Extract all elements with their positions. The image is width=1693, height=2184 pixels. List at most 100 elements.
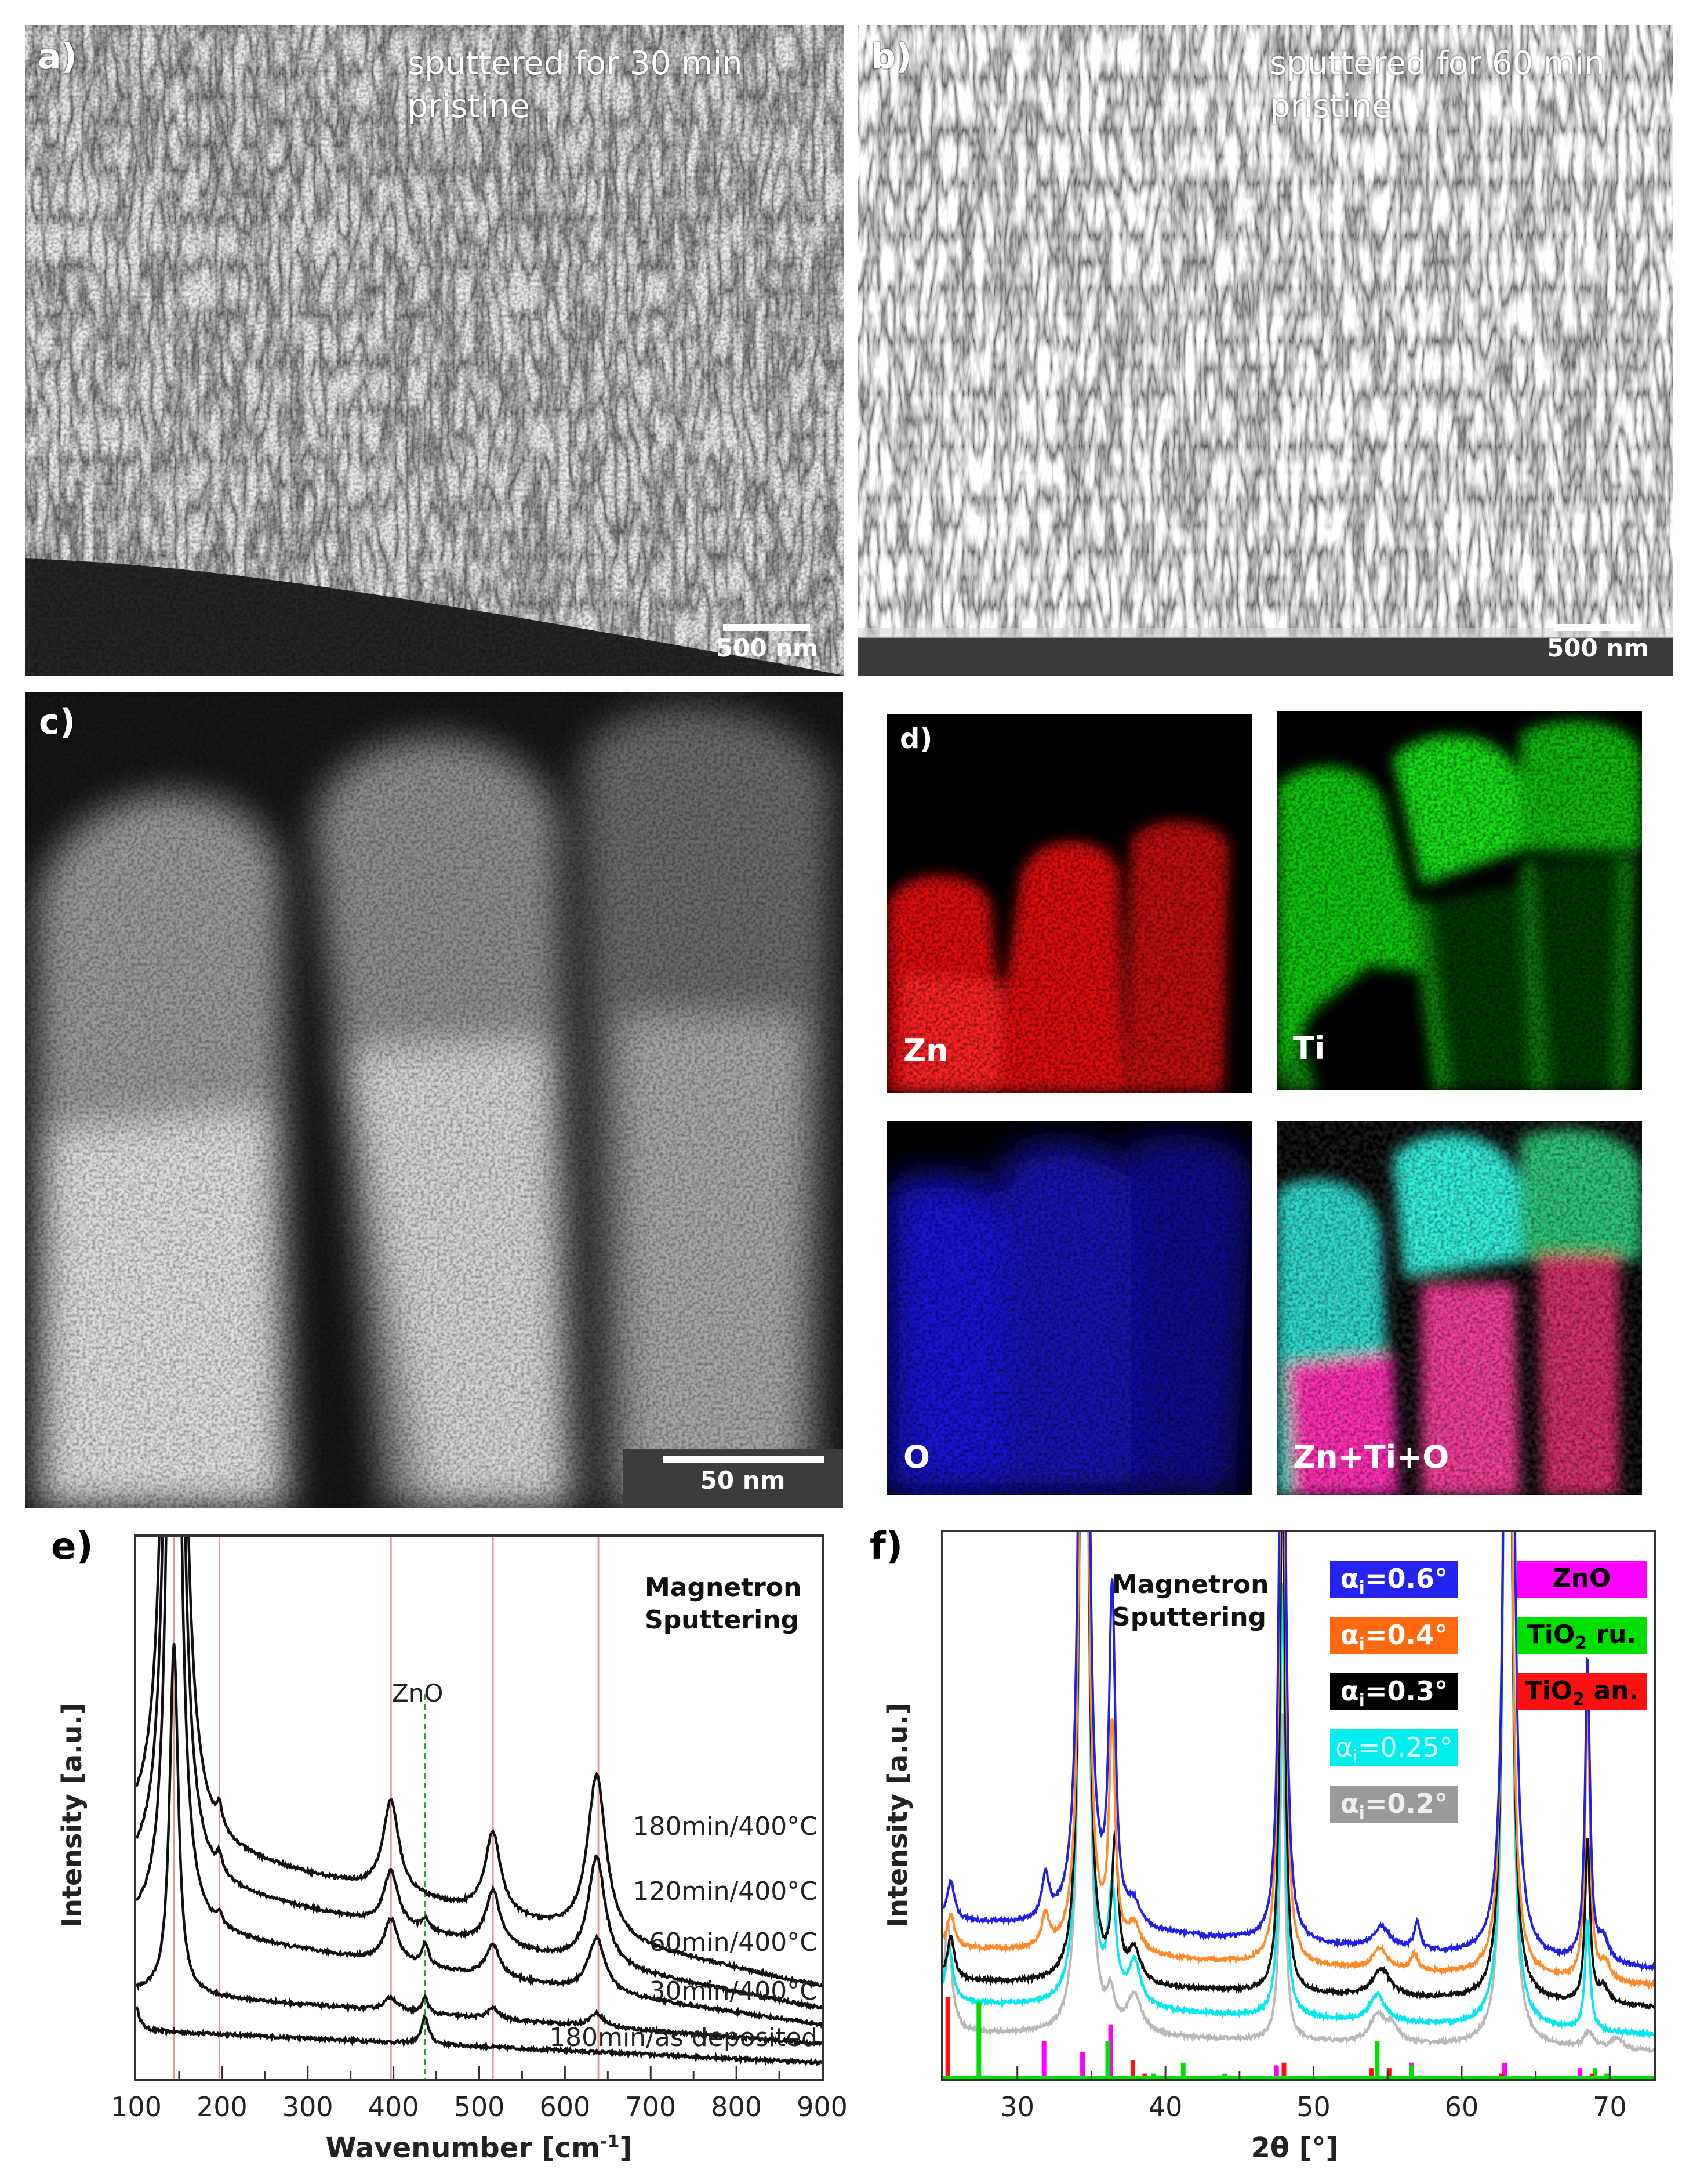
legend-subscript: i [1358,1690,1365,1711]
edx-map-overlay: Zn+Ti+O [1277,1121,1642,1495]
panel-label: a) [38,37,77,77]
reference-stick-zno [1080,2051,1085,2079]
annotation-line-2: Sputtering [1112,1602,1267,1632]
legend-item-alpha-025: αi=0.25° [1330,1729,1458,1768]
x-tick-label: 300 [282,2091,333,2123]
legend-symbol: α [1335,1732,1353,1763]
raman-chart-frame [134,1534,824,2081]
reference-stick-tioru [1592,2068,1597,2079]
legend-subscript: i [1358,1803,1365,1824]
legend-subscript: i [1353,1747,1358,1768]
series-line-1 [136,1643,822,2047]
sem-nanorods-image [25,25,844,676]
legend-item-alpha-02: αi=0.2° [1330,1786,1458,1823]
edx-map-zn: d) Zn [887,714,1252,1093]
panel-label-f: f) [870,1525,903,1568]
panel-label: d) [900,723,933,755]
y-axis-label: Intensity [a.u.] [882,1703,913,1928]
reference-stick-zno [1108,2024,1113,2079]
x-tick-label: 50 [1296,2091,1331,2123]
legend-name: TiO [1524,1676,1573,1706]
reference-stick-tioan [1369,2068,1374,2079]
scale-bar-label: 500 nm [1547,634,1649,662]
x-tick-label: 600 [539,2091,591,2123]
series-label: 60min/400°C [649,1928,818,1957]
panel-label-e: e) [51,1525,93,1568]
series-line-0 [136,2005,822,2066]
series-label: 180min/400°C [633,1812,818,1841]
caption-line-2: pristine [1270,88,1392,125]
panel-label: b) [871,37,912,77]
legend-subscript: i [1358,1634,1365,1655]
map-label: Zn+Ti+O [1293,1439,1449,1475]
legend-subscript: 2 [1572,1689,1585,1710]
legend-value: =0.25° [1357,1732,1453,1763]
x-tick-label: 100 [111,2091,162,2123]
series-line-2 [136,1537,822,2029]
zn-map-image [887,714,1252,1093]
series-line-2 [943,1532,1654,2010]
caption-line-2: pristine [408,88,530,125]
x-axis-label: 2θ [°] [1251,2132,1339,2164]
xrd-chart [943,1532,1654,2079]
x-tick-label: 30 [1000,2091,1034,2123]
legend-symbol: α [1340,1675,1359,1707]
series-label: 120min/400°C [633,1877,818,1906]
legend-name-end: an. [1585,1676,1639,1706]
legend-value: =0.4° [1364,1619,1448,1650]
legend-name-end: ru. [1587,1620,1637,1649]
reference-stick-zno [1041,2040,1047,2079]
reference-stick-tioan [1281,2062,1287,2079]
legend-item-reference: TiO2 an. [1517,1673,1647,1710]
scale-bar-label: 500 nm [716,634,818,662]
reference-stick-tioru [976,2002,982,2079]
scale-bar [723,624,810,631]
legend-subscript: 2 [1575,1632,1587,1653]
legend-symbol: α [1340,1619,1359,1650]
legend-item-alpha-03: αi=0.3° [1330,1673,1458,1711]
x-axis-label: Wavenumber [cm-1] [326,2132,633,2164]
annotation-line-1: Magnetron [645,1573,802,1602]
map-label: Zn [903,1032,949,1069]
legend-name: TiO [1527,1620,1575,1649]
x-tick-label: 60 [1444,2091,1479,2123]
series-label: 30min/400°C [649,1976,818,2006]
caption-line-1: sputtered for 30 min [408,45,743,82]
legend-name: ZnO [1552,1563,1611,1593]
series-line-3 [136,1537,822,2011]
caption-line-1: sputtered for 60 min [1270,45,1605,82]
panel-b-sem-image: b) sputtered for 60 min pristine 500 nm [858,25,1673,676]
x-axis-label-end: ] [619,2132,633,2164]
reference-stick-zno [1274,2065,1279,2079]
legend-item-reference: ZnO [1517,1561,1647,1598]
x-axis-label-sup: -1 [600,2132,620,2152]
x-tick-label: 400 [368,2091,419,2123]
series-line-4 [136,1537,822,1989]
x-axis-label-text: Wavenumber [cm [325,2132,601,2164]
x-tick-label: 700 [625,2091,677,2123]
legend-symbol: α [1340,1563,1359,1594]
reference-stick-tioan [1386,2068,1392,2079]
series-line-3 [943,1532,1654,1991]
reference-stick-tioan [1130,2059,1135,2079]
sem-nanorods-image [858,25,1673,676]
series-line-1 [943,1532,1654,2039]
series-label: 180min/as deposited [549,2023,818,2052]
legend-subscript: i [1358,1578,1365,1599]
ti-map-image [1277,711,1642,1090]
reference-stick-tioru [1375,2040,1380,2079]
x-tick-label: 500 [453,2091,505,2123]
y-axis-label: Intensity [a.u.] [56,1703,88,1928]
overlay-map-image [1277,1121,1642,1495]
scale-bar [663,1456,824,1463]
legend-value: =0.3° [1364,1675,1448,1707]
legend-value: =0.2° [1364,1788,1448,1819]
series-line-4 [943,1532,1654,1973]
stem-nanorods-image [25,692,843,1508]
x-tick-label: 800 [711,2091,762,2123]
raman-chart [136,1537,822,2079]
map-label: Ti [1293,1030,1325,1066]
legend-value: =0.6° [1364,1563,1448,1594]
scale-bar-label: 50 nm [700,1466,786,1494]
scale-bar [1554,624,1641,631]
